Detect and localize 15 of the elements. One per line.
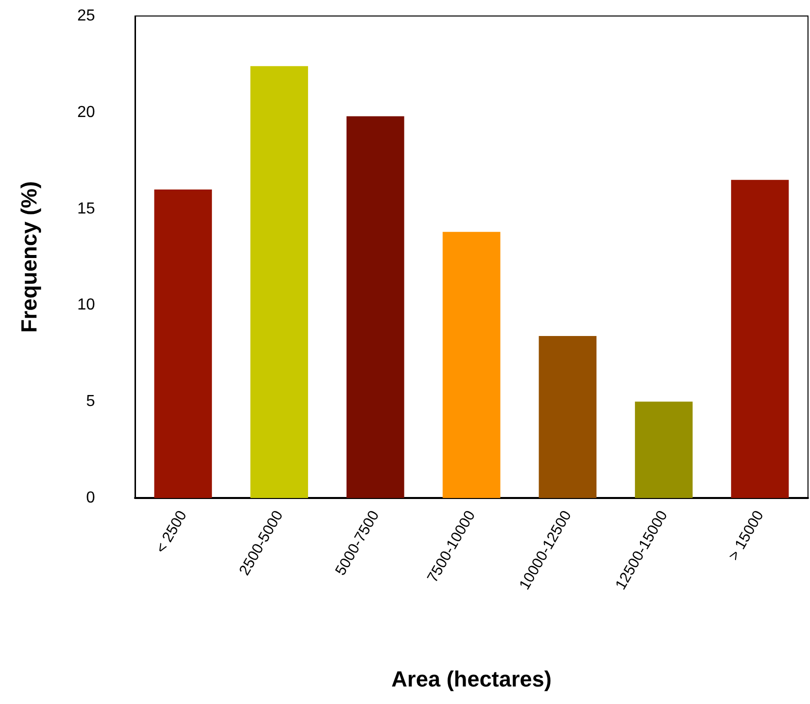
y-tick-label: 15: [77, 200, 96, 218]
bar: [346, 116, 404, 498]
y-tick-label: 25: [77, 8, 96, 24]
bar: [634, 402, 693, 498]
x-axis-title: Area (hectares): [391, 666, 552, 692]
y-tick-label: 5: [86, 393, 96, 410]
bar: [250, 66, 308, 498]
y-tick-label: 10: [77, 296, 96, 314]
bar: [731, 180, 789, 498]
bar: [442, 232, 500, 498]
y-tick-label: 20: [77, 104, 96, 121]
bar: [538, 336, 596, 498]
bar: [154, 190, 212, 498]
y-axis-title: Frequency (%): [16, 181, 42, 333]
y-tick-label: 0: [86, 490, 96, 506]
